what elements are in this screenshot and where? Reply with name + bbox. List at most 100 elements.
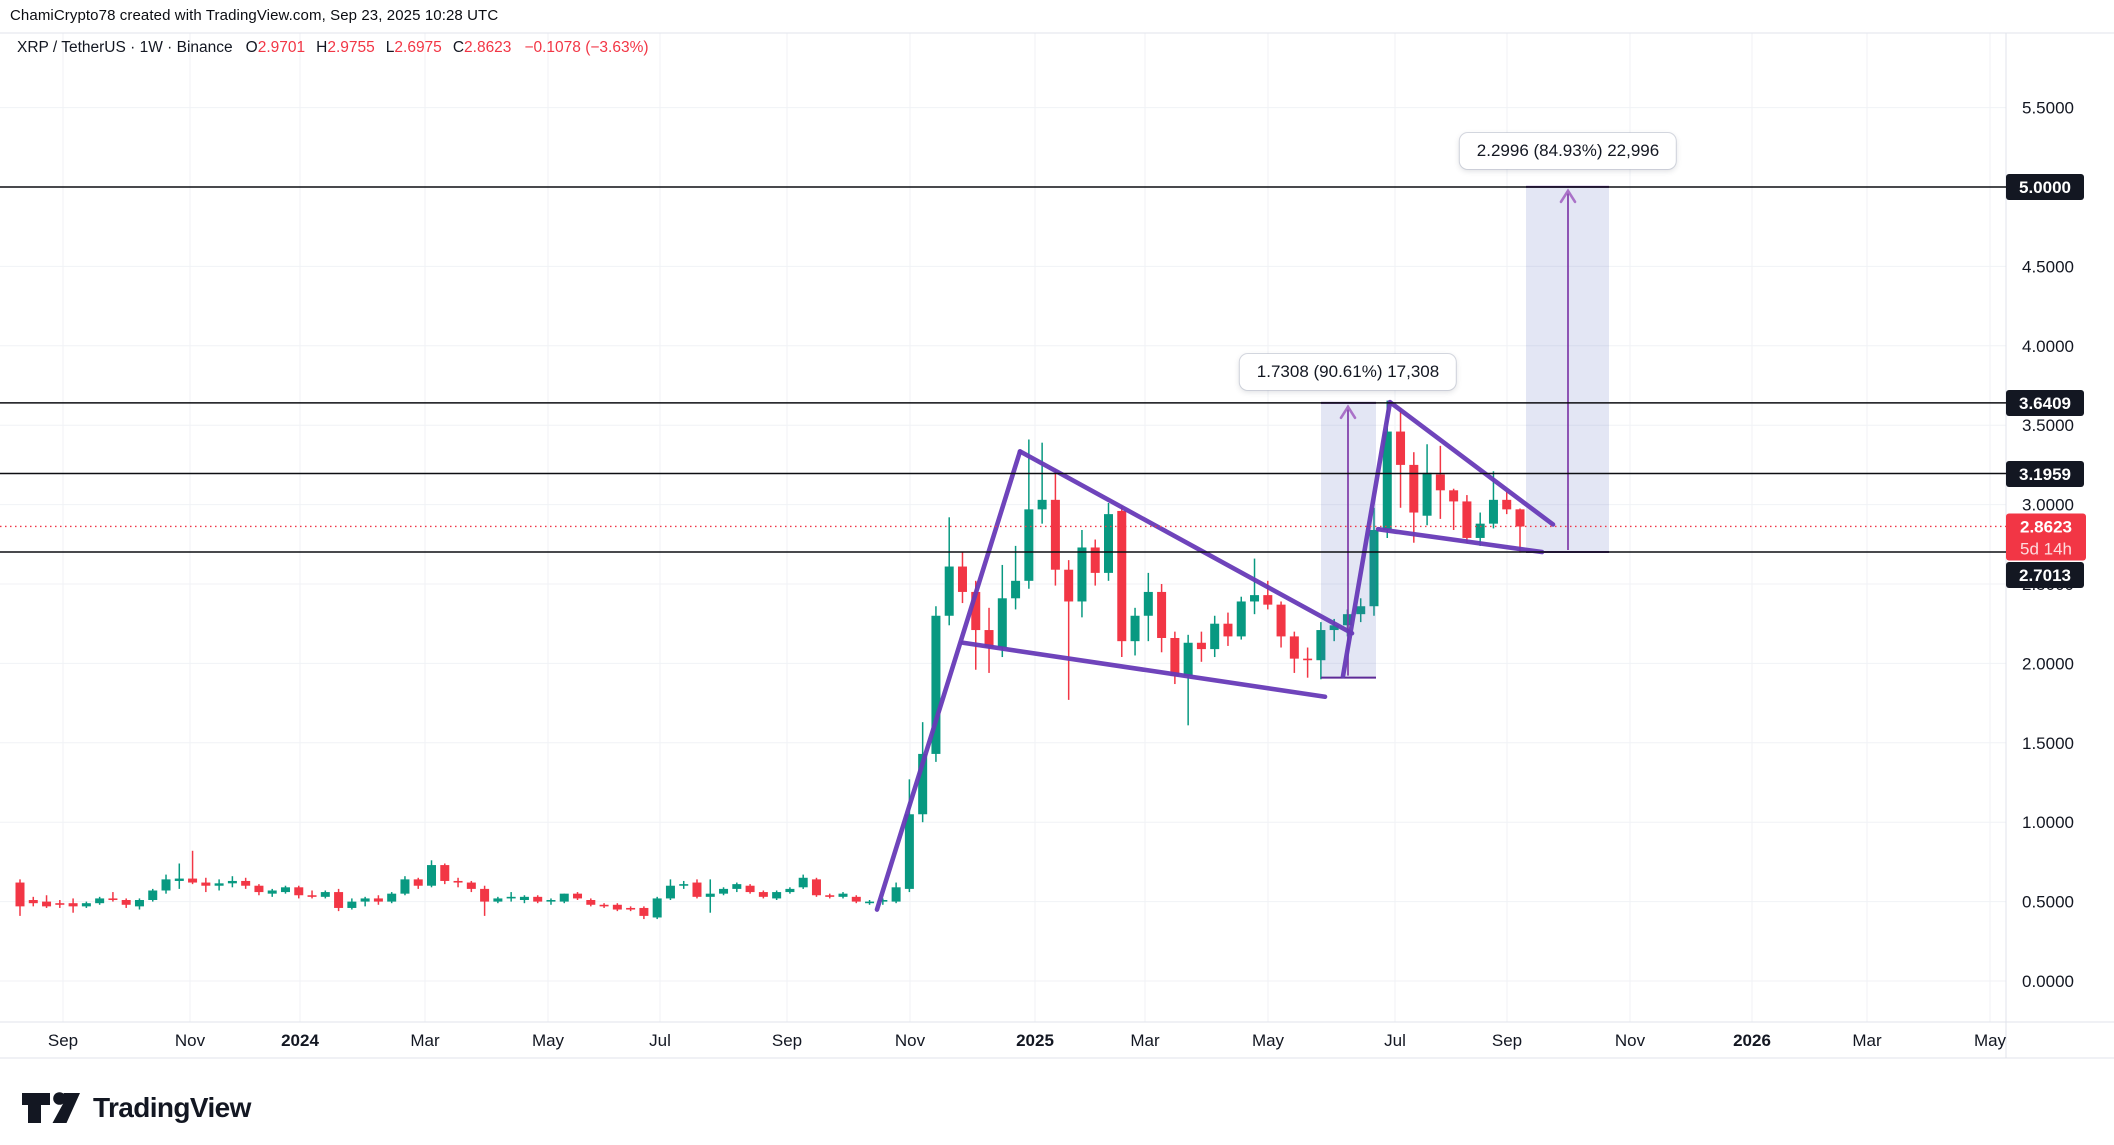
candle[interactable] bbox=[825, 895, 835, 897]
candle[interactable] bbox=[971, 591, 981, 631]
candle[interactable] bbox=[1462, 501, 1472, 538]
symbol-title[interactable]: XRP / TetherUS · 1W · Binance bbox=[17, 39, 233, 56]
candle[interactable] bbox=[1382, 431, 1392, 531]
time-axis-month-label[interactable]: May bbox=[1973, 1031, 2007, 1050]
candle[interactable] bbox=[360, 898, 370, 902]
candle[interactable] bbox=[612, 904, 622, 910]
time-axis-month-label[interactable]: Sep bbox=[1491, 1031, 1523, 1050]
trend-line[interactable] bbox=[960, 640, 1328, 700]
candle[interactable] bbox=[1011, 580, 1021, 599]
projection-boxes-layer[interactable] bbox=[1321, 185, 1609, 679]
candle[interactable] bbox=[1369, 530, 1379, 607]
candle[interactable] bbox=[227, 880, 237, 884]
time-axis-month-label[interactable]: Nov bbox=[894, 1031, 926, 1050]
candle[interactable] bbox=[1276, 604, 1286, 637]
candle[interactable] bbox=[652, 898, 662, 918]
candle[interactable] bbox=[28, 900, 38, 904]
candle[interactable] bbox=[387, 893, 397, 902]
candle[interactable] bbox=[334, 892, 344, 908]
candle[interactable] bbox=[957, 566, 967, 592]
trend-line[interactable] bbox=[1340, 399, 1393, 679]
candles-layer[interactable] bbox=[15, 400, 1525, 920]
candle[interactable] bbox=[944, 566, 954, 616]
candle[interactable] bbox=[1289, 636, 1299, 659]
candle[interactable] bbox=[918, 753, 928, 815]
time-axis-month-label[interactable]: Jul bbox=[649, 1031, 671, 1050]
trend-lines-layer[interactable] bbox=[874, 399, 1556, 912]
candle[interactable] bbox=[851, 896, 861, 902]
candle[interactable] bbox=[1263, 595, 1273, 605]
projection-label-lower[interactable]: 1.7308 (90.61%) 17,308 bbox=[1239, 354, 1457, 390]
time-axis-month-label[interactable]: Sep bbox=[47, 1031, 79, 1050]
candle[interactable] bbox=[1356, 606, 1366, 615]
candle[interactable] bbox=[400, 879, 410, 894]
candle[interactable] bbox=[1223, 623, 1233, 637]
candle[interactable] bbox=[997, 598, 1007, 648]
price-axis[interactable]: 5.50004.50004.00003.50003.00002.50002.00… bbox=[2006, 99, 2086, 991]
time-axis-year-label[interactable]: 2026 bbox=[1733, 1031, 1771, 1050]
candle[interactable] bbox=[1117, 510, 1127, 642]
trend-line[interactable] bbox=[874, 449, 1023, 912]
candle[interactable] bbox=[798, 877, 808, 888]
candle[interactable] bbox=[307, 895, 317, 897]
candle[interactable] bbox=[1196, 642, 1206, 650]
candle[interactable] bbox=[480, 888, 490, 902]
time-axis-month-label[interactable]: Nov bbox=[1614, 1031, 1646, 1050]
candle[interactable] bbox=[320, 892, 330, 897]
candle[interactable] bbox=[427, 865, 437, 886]
candle[interactable] bbox=[679, 884, 689, 886]
candle[interactable] bbox=[546, 900, 556, 902]
candle[interactable] bbox=[466, 882, 476, 889]
time-axis-month-label[interactable]: Mar bbox=[1852, 1031, 1882, 1050]
time-axis-year-label[interactable]: 2025 bbox=[1016, 1031, 1054, 1050]
candle[interactable] bbox=[732, 884, 742, 889]
candle[interactable] bbox=[453, 880, 463, 883]
candle[interactable] bbox=[134, 900, 144, 907]
time-axis-year-label[interactable]: 2024 bbox=[281, 1031, 319, 1050]
candle[interactable] bbox=[347, 901, 357, 908]
candle[interactable] bbox=[745, 885, 755, 893]
candle[interactable] bbox=[639, 907, 649, 916]
candle[interactable] bbox=[1050, 499, 1060, 570]
candle[interactable] bbox=[519, 896, 529, 901]
candle[interactable] bbox=[214, 883, 224, 886]
candle[interactable] bbox=[161, 879, 171, 891]
candle[interactable] bbox=[1077, 547, 1087, 602]
candle[interactable] bbox=[1303, 658, 1313, 661]
candle[interactable] bbox=[599, 904, 609, 907]
candle[interactable] bbox=[1515, 509, 1525, 527]
candle[interactable] bbox=[148, 890, 158, 901]
candle[interactable] bbox=[811, 879, 821, 896]
candle[interactable] bbox=[865, 901, 875, 904]
time-axis-month-label[interactable]: May bbox=[1251, 1031, 1285, 1050]
candle[interactable] bbox=[692, 882, 702, 897]
candle[interactable] bbox=[294, 887, 304, 896]
candle[interactable] bbox=[1329, 625, 1339, 631]
candle[interactable] bbox=[55, 903, 65, 905]
candle[interactable] bbox=[1409, 464, 1419, 513]
candle[interactable] bbox=[785, 888, 795, 893]
candle[interactable] bbox=[1104, 514, 1114, 573]
candle[interactable] bbox=[1064, 569, 1074, 602]
candle[interactable] bbox=[1449, 490, 1459, 502]
candle[interactable] bbox=[626, 907, 636, 910]
candle[interactable] bbox=[758, 892, 768, 897]
candle[interactable] bbox=[772, 892, 782, 899]
candle[interactable] bbox=[878, 900, 888, 902]
candle[interactable] bbox=[891, 887, 901, 902]
candle[interactable] bbox=[413, 879, 423, 886]
candle[interactable] bbox=[1130, 615, 1140, 642]
candle[interactable] bbox=[1090, 547, 1100, 573]
candle[interactable] bbox=[1396, 431, 1406, 465]
candle[interactable] bbox=[108, 898, 118, 901]
candle[interactable] bbox=[1024, 509, 1034, 581]
candle[interactable] bbox=[440, 865, 450, 881]
candle[interactable] bbox=[1502, 499, 1512, 510]
time-axis-month-label[interactable]: Jul bbox=[1384, 1031, 1406, 1050]
trend-line[interactable] bbox=[1387, 399, 1556, 527]
candle[interactable] bbox=[1210, 623, 1220, 650]
candle[interactable] bbox=[1475, 523, 1485, 538]
candle[interactable] bbox=[201, 882, 211, 886]
candle[interactable] bbox=[280, 887, 290, 893]
